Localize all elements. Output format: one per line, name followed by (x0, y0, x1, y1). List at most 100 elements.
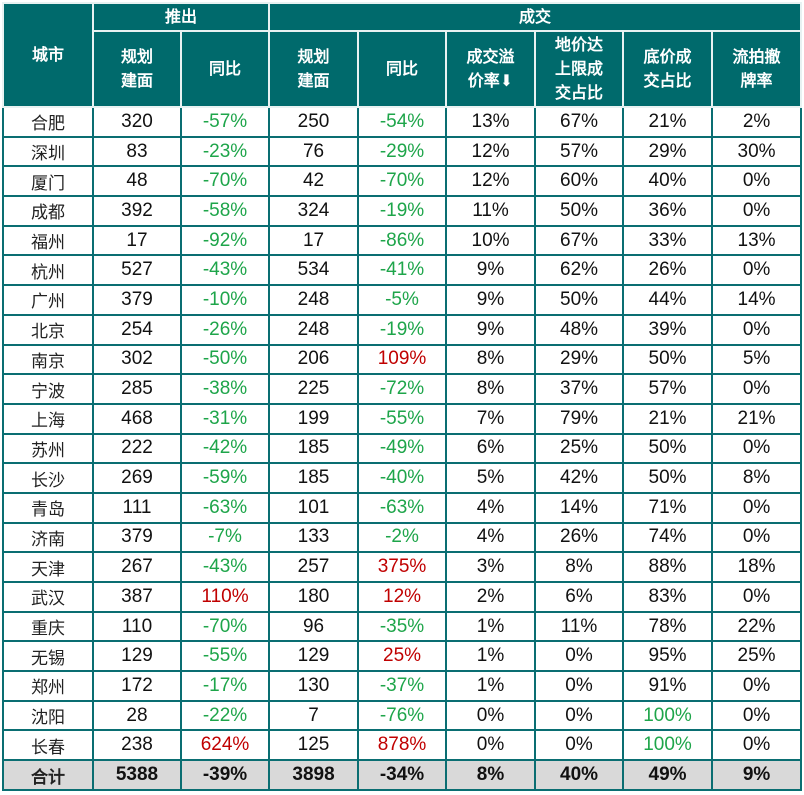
base-price-share-cell: 21% (622, 402, 714, 435)
deal-yoy-cell: -54% (357, 106, 448, 138)
header-deal-yoy: 同比 (357, 30, 448, 108)
launch-yoy-cell: -58% (179, 195, 271, 227)
deal-yoy-cell: -35% (357, 610, 448, 643)
failed-auction-rate-cell: 0% (711, 165, 803, 198)
city-cell: 杭州 (2, 254, 94, 287)
deal-yoy-cell: 109% (357, 343, 448, 376)
launch-area-cell: 267 (92, 551, 182, 583)
table-row: 合肥 320 -57% 250 -54% 13% 67% 21% 2% (2, 106, 803, 138)
launch-yoy-cell: -59% (179, 462, 271, 494)
cap-price-share-cell: 0% (534, 729, 625, 762)
failed-auction-rate-cell: 18% (711, 551, 803, 583)
deal-area-cell: 42 (268, 165, 360, 198)
table-row: 无锡 129 -55% 129 25% 1% 0% 95% 25% (2, 640, 803, 673)
base-price-share-cell: 40% (622, 165, 714, 198)
header-deal-area: 规划 建面 (268, 30, 360, 108)
header-premium-rate: 成交溢 价率⬇ (445, 30, 537, 108)
deal-yoy-cell: 878% (357, 729, 448, 762)
launch-area-cell: 48 (92, 165, 182, 198)
base-price-share-cell: 78% (622, 610, 714, 643)
launch-area-cell: 387 (92, 581, 182, 613)
launch-area-cell: 527 (92, 254, 182, 287)
cap-price-share-cell: 62% (534, 254, 625, 287)
header-group-launch: 推出 (91, 2, 271, 32)
deal-area-cell: 125 (268, 729, 360, 762)
deal-area-cell: 206 (268, 343, 360, 376)
city-cell: 成都 (2, 195, 94, 227)
cap-price-share-cell: 11% (534, 610, 625, 643)
deal-yoy-cell: -70% (357, 165, 448, 198)
table-row: 长春 238 624% 125 878% 0% 0% 100% 0% (2, 729, 803, 762)
cap-price-share-cell: 37% (534, 373, 625, 405)
table-row: 沈阳 28 -22% 7 -76% 0% 0% 100% 0% (2, 699, 803, 732)
launch-yoy-cell: -43% (179, 254, 271, 287)
city-cell: 无锡 (2, 640, 94, 673)
city-cell: 郑州 (2, 670, 94, 702)
launch-yoy-cell: -57% (179, 106, 271, 138)
deal-yoy-cell: -2% (357, 521, 448, 554)
launch-yoy-cell: -17% (179, 670, 271, 702)
launch-area-cell: 17 (92, 224, 182, 257)
table-row: 天津 267 -43% 257 375% 3% 8% 88% 18% (2, 551, 803, 583)
cap-price-share-cell: 42% (534, 462, 625, 494)
cap-price-share-cell: 67% (534, 106, 625, 138)
launch-area-cell: 269 (92, 462, 182, 494)
base-price-share-cell: 36% (622, 195, 714, 227)
deal-yoy-cell: -5% (357, 284, 448, 316)
base-price-share-cell: 29% (622, 135, 714, 168)
base-price-share-cell: 39% (622, 313, 714, 346)
launch-yoy-cell: -31% (179, 402, 271, 435)
city-cell: 南京 (2, 343, 94, 376)
launch-area-cell: 110 (92, 610, 182, 643)
deal-area-cell: 185 (268, 462, 360, 494)
cap-price-share-cell: 6% (534, 581, 625, 613)
launch-yoy-cell: -70% (179, 610, 271, 643)
table-row: 济南 379 -7% 133 -2% 4% 26% 74% 0% (2, 521, 803, 554)
city-cell: 天津 (2, 551, 94, 583)
failed-auction-rate-cell: 0% (711, 670, 803, 702)
city-cell: 深圳 (2, 135, 94, 168)
city-cell: 重庆 (2, 610, 94, 643)
launch-area-cell: 238 (92, 729, 182, 762)
launch-yoy-cell: -26% (179, 313, 271, 346)
launch-area-cell: 320 (92, 106, 182, 138)
launch-area-cell: 379 (92, 521, 182, 554)
failed-auction-rate-cell: 30% (711, 135, 803, 168)
table-row: 重庆 110 -70% 96 -35% 1% 11% 78% 22% (2, 610, 803, 643)
deal-area-cell: 248 (268, 313, 360, 346)
deal-area-cell: 129 (268, 640, 360, 673)
premium-rate-cell: 0% (445, 729, 537, 762)
launch-yoy-cell: -92% (179, 224, 271, 257)
cap-price-share-cell: 26% (534, 521, 625, 554)
table-row: 杭州 527 -43% 534 -41% 9% 62% 26% 0% (2, 254, 803, 287)
cap-price-share-cell: 57% (534, 135, 625, 168)
deal-yoy-cell: -41% (357, 254, 448, 287)
deal-yoy-cell: -55% (357, 402, 448, 435)
deal-yoy-cell: -29% (357, 135, 448, 168)
header-base-price-share: 底价成 交占比 (622, 30, 714, 108)
failed-auction-rate-cell: 0% (711, 313, 803, 346)
table-row: 厦门 48 -70% 42 -70% 12% 60% 40% 0% (2, 165, 803, 198)
failed-auction-rate-cell: 5% (711, 343, 803, 376)
deal-yoy-cell: 12% (357, 581, 448, 613)
launch-area-cell: 222 (92, 432, 182, 465)
failed-auction-rate-cell: 0% (711, 254, 803, 287)
city-cell: 济南 (2, 521, 94, 554)
deal-area-cell: 180 (268, 581, 360, 613)
failed-auction-rate-cell: 0% (711, 432, 803, 465)
base-price-share-cell: 71% (622, 491, 714, 524)
launch-yoy-cell: -7% (179, 521, 271, 554)
failed-auction-rate-cell: 0% (711, 729, 803, 762)
table-row: 北京 254 -26% 248 -19% 9% 48% 39% 0% (2, 313, 803, 346)
deal-area-cell: 225 (268, 373, 360, 405)
deal-area-cell: 76 (268, 135, 360, 168)
deal-yoy-cell: -72% (357, 373, 448, 405)
launch-area-cell: 392 (92, 195, 182, 227)
launch-area-cell: 129 (92, 640, 182, 673)
premium-rate-cell: 8% (445, 759, 537, 792)
header-group-deal: 成交 (268, 2, 803, 32)
deal-area-cell: 3898 (268, 759, 360, 792)
table-row: 福州 17 -92% 17 -86% 10% 67% 33% 13% (2, 224, 803, 257)
premium-rate-cell: 1% (445, 640, 537, 673)
